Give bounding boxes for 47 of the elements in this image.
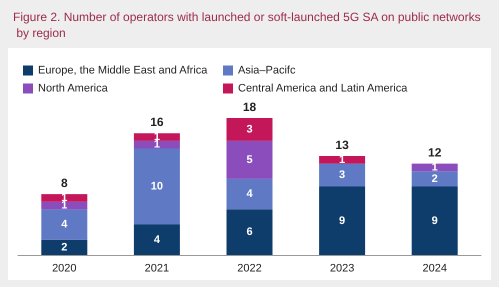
data-label: 9 — [339, 214, 346, 227]
data-label: 3 — [246, 123, 253, 136]
data-label: 1 — [154, 138, 160, 151]
total-label: 12 — [428, 146, 442, 160]
bar — [41, 202, 88, 210]
legend-label: Asia–Pacifc — [238, 64, 296, 76]
bar — [412, 186, 458, 255]
data-label: 6 — [246, 226, 253, 238]
total-label: 18 — [242, 100, 256, 114]
bar — [134, 224, 180, 255]
bar — [41, 209, 88, 240]
data-label: 5 — [246, 154, 253, 166]
data-label: 4 — [154, 234, 161, 246]
bar — [226, 178, 272, 210]
legend-label: Europe, the Middle East and Africa — [38, 64, 208, 76]
bar — [41, 194, 88, 202]
legend-label: Central America and Latin America — [238, 82, 408, 94]
bar — [134, 148, 180, 225]
bar — [134, 140, 180, 148]
bar — [41, 240, 88, 255]
data-label: 1 — [61, 200, 68, 212]
bar — [412, 164, 458, 172]
bar — [226, 140, 272, 179]
bar — [319, 186, 366, 255]
bar — [226, 118, 272, 141]
x-tick-label: 2022 — [237, 262, 262, 274]
bar — [412, 171, 458, 186]
total-label: 8 — [60, 176, 68, 190]
x-tick-label: 2020 — [52, 262, 77, 274]
total-label: 13 — [335, 138, 350, 152]
data-label: 9 — [432, 214, 438, 227]
bar — [226, 209, 272, 255]
data-label: 2 — [432, 172, 438, 185]
data-label: 10 — [150, 180, 164, 192]
data-label: 4 — [61, 218, 68, 231]
x-tick-label: 2021 — [144, 262, 170, 274]
bar — [319, 164, 366, 186]
legend-label: North America — [38, 82, 109, 94]
bar — [319, 156, 366, 164]
x-tick-label: 2024 — [422, 262, 447, 274]
data-label: 4 — [246, 188, 254, 200]
data-label: 2 — [61, 241, 68, 254]
data-label: 3 — [339, 169, 346, 182]
chart-title: Figure 2. Number of operators with launched or soft-launched 5G SA on public networks by region — [13, 10, 481, 40]
bar — [134, 133, 180, 141]
x-tick-label: 2023 — [330, 262, 354, 274]
total-label: 16 — [150, 115, 164, 130]
